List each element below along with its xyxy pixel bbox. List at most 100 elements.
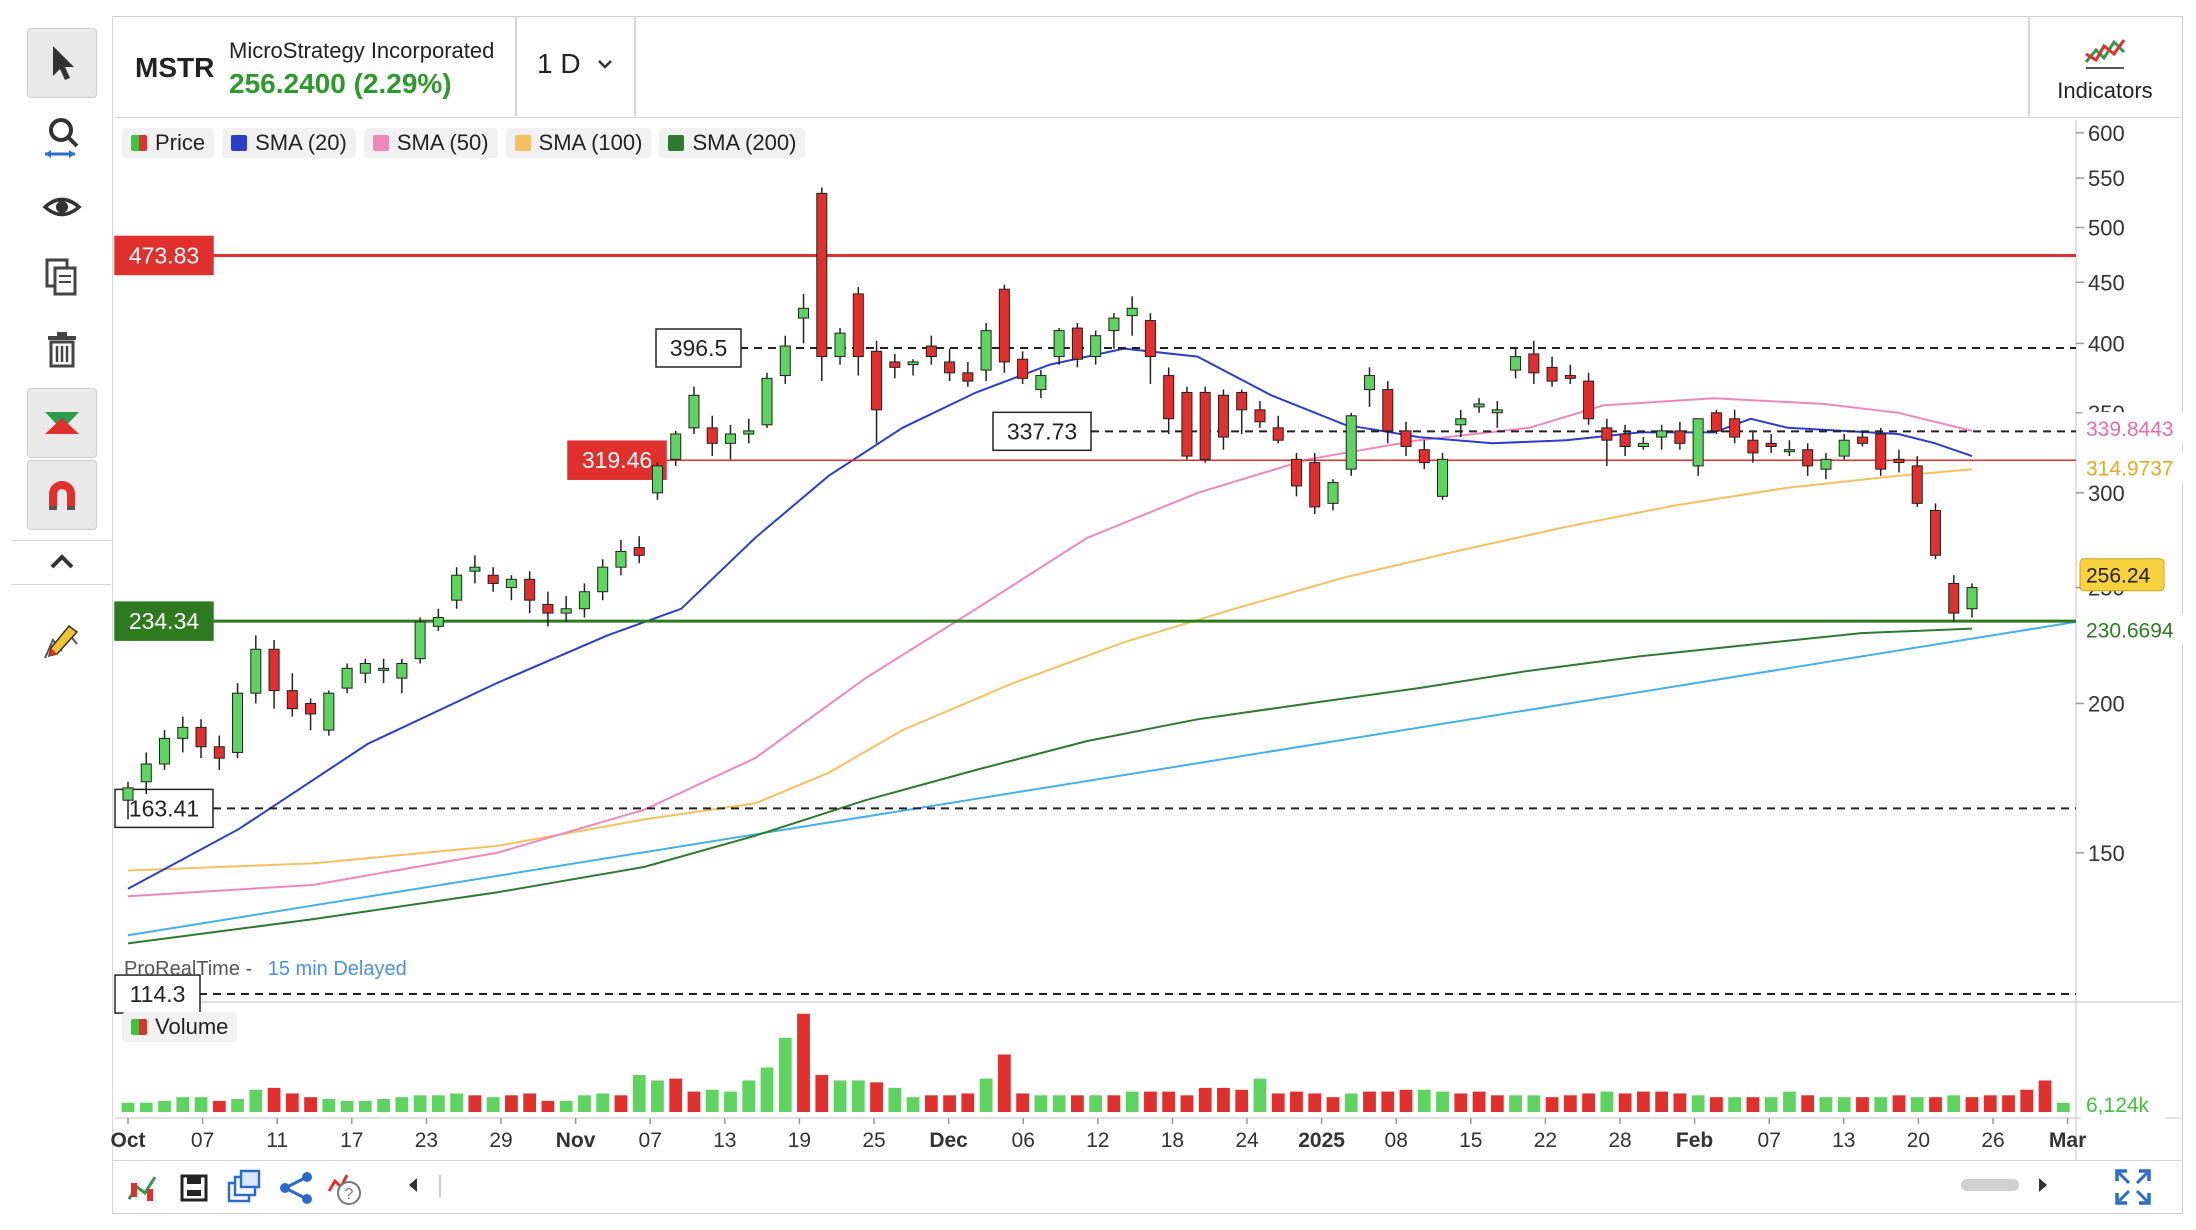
candle-body[interactable] xyxy=(944,361,956,374)
volume-bar[interactable] xyxy=(1381,1091,1395,1112)
volume-bar[interactable] xyxy=(1710,1097,1723,1112)
volume-bar[interactable] xyxy=(1582,1093,1595,1112)
candle-body[interactable] xyxy=(1163,375,1175,420)
candle-body[interactable] xyxy=(1455,418,1467,426)
volume-bar[interactable] xyxy=(304,1097,317,1112)
candle-body[interactable] xyxy=(250,648,262,694)
candle-body[interactable] xyxy=(1747,439,1759,454)
volume-bar[interactable] xyxy=(1217,1087,1230,1112)
candle-body[interactable] xyxy=(1035,375,1047,391)
volume-bar[interactable] xyxy=(377,1099,390,1112)
candle-body[interactable] xyxy=(761,377,773,426)
volume-bar[interactable] xyxy=(833,1080,847,1112)
candle-body[interactable] xyxy=(743,430,755,435)
volume-bar[interactable] xyxy=(431,1095,445,1112)
volume-bar[interactable] xyxy=(1947,1095,1961,1112)
scroll-right-button[interactable] xyxy=(2035,1175,2051,1201)
candle-body[interactable] xyxy=(871,350,883,411)
candle-body[interactable] xyxy=(1966,587,1978,610)
candle-body[interactable] xyxy=(834,332,846,358)
volume-bar[interactable] xyxy=(815,1074,829,1112)
candle-body[interactable] xyxy=(396,662,408,679)
candle-body[interactable] xyxy=(177,726,189,739)
volume-bar[interactable] xyxy=(979,1078,993,1112)
candle-body[interactable] xyxy=(1363,375,1376,391)
volume-bar[interactable] xyxy=(1655,1091,1669,1112)
candle-body[interactable] xyxy=(1217,394,1229,438)
candle-body[interactable] xyxy=(688,394,700,429)
volume-bar[interactable] xyxy=(1344,1093,1358,1112)
candle-body[interactable] xyxy=(1437,458,1449,497)
volume-bar[interactable] xyxy=(267,1087,281,1112)
layouts-icon[interactable] xyxy=(225,1169,263,1207)
volume-bar[interactable] xyxy=(1801,1095,1815,1112)
candle-body[interactable] xyxy=(816,192,828,358)
candle-body[interactable] xyxy=(1090,335,1102,358)
volume-bar[interactable] xyxy=(1600,1091,1614,1112)
crossover-tool-button[interactable] xyxy=(27,388,97,458)
volume-bar[interactable] xyxy=(1545,1097,1559,1112)
share-icon[interactable] xyxy=(277,1169,315,1207)
candle-body[interactable] xyxy=(305,702,317,715)
volume-bar[interactable] xyxy=(1691,1095,1705,1112)
volume-bar[interactable] xyxy=(870,1082,883,1112)
level-label-box[interactable] xyxy=(114,974,201,1014)
scrollbar-thumb[interactable] xyxy=(1961,1179,2019,1191)
candle-body[interactable] xyxy=(998,288,1010,363)
candle-body[interactable] xyxy=(1893,458,1905,464)
volume-bar[interactable] xyxy=(1144,1091,1157,1112)
scroll-left-button[interactable] xyxy=(405,1175,421,1201)
candle-body[interactable] xyxy=(1327,482,1339,504)
volume-bar[interactable] xyxy=(1180,1095,1194,1112)
volume-bar[interactable] xyxy=(1125,1091,1139,1112)
chart-type-icon[interactable] xyxy=(125,1169,163,1207)
candle-body[interactable] xyxy=(378,667,390,671)
volume-bar[interactable] xyxy=(1728,1097,1742,1112)
candle-body[interactable] xyxy=(268,648,280,692)
volume-bar[interactable] xyxy=(358,1100,372,1112)
candle-body[interactable] xyxy=(1656,430,1668,438)
candle-body[interactable] xyxy=(1290,458,1302,487)
volume-bar[interactable] xyxy=(614,1095,628,1112)
volume-bar[interactable] xyxy=(1509,1095,1522,1112)
volume-bar[interactable] xyxy=(687,1091,701,1112)
volume-bar[interactable] xyxy=(249,1089,263,1112)
volume-bar[interactable] xyxy=(541,1100,555,1112)
candle-body[interactable] xyxy=(1017,358,1029,379)
volume-bar[interactable] xyxy=(1253,1078,1267,1112)
volume-bar[interactable] xyxy=(1034,1095,1048,1112)
volume-bar[interactable] xyxy=(1563,1095,1577,1112)
candle-body[interactable] xyxy=(907,361,919,366)
candle-body[interactable] xyxy=(1820,458,1832,470)
copy-button[interactable] xyxy=(27,242,97,312)
volume-bar[interactable] xyxy=(997,1054,1011,1112)
level-label-box[interactable] xyxy=(992,411,1092,452)
volume-bar[interactable] xyxy=(1198,1087,1212,1112)
volume-bar[interactable] xyxy=(596,1093,610,1112)
volume-bar[interactable] xyxy=(705,1089,719,1112)
volume-bar[interactable] xyxy=(139,1102,153,1112)
candle-body[interactable] xyxy=(213,746,225,759)
candle-body[interactable] xyxy=(1181,391,1193,457)
level-label-box[interactable] xyxy=(655,328,742,368)
volume-bar[interactable] xyxy=(2038,1080,2052,1112)
candle-body[interactable] xyxy=(140,763,152,783)
candle-body[interactable] xyxy=(122,787,134,801)
save-icon[interactable] xyxy=(175,1169,213,1207)
drawing-tools-button[interactable] xyxy=(27,608,97,678)
volume-bar[interactable] xyxy=(1089,1095,1103,1112)
volume-bar[interactable] xyxy=(1308,1093,1322,1112)
volume-bar[interactable] xyxy=(669,1078,683,1112)
candle-body[interactable] xyxy=(1929,509,1942,556)
collapse-toolbar-button[interactable] xyxy=(27,542,97,582)
candle-body[interactable] xyxy=(451,574,463,601)
volume-bar[interactable] xyxy=(724,1091,737,1112)
candle-body[interactable] xyxy=(1692,418,1704,467)
candle-body[interactable] xyxy=(1071,327,1083,360)
volume-bar[interactable] xyxy=(1819,1097,1833,1112)
volume-bar[interactable] xyxy=(1636,1091,1650,1112)
volume-bar[interactable] xyxy=(1764,1097,1778,1112)
volume-bar[interactable] xyxy=(559,1100,573,1112)
volume-bar[interactable] xyxy=(121,1102,135,1112)
candle-body[interactable] xyxy=(798,307,810,319)
